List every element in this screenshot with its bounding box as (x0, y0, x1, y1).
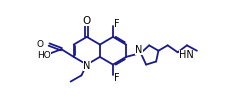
Text: N: N (135, 45, 142, 55)
Text: F: F (114, 73, 119, 83)
Text: HO: HO (37, 51, 50, 60)
Text: HN: HN (178, 50, 193, 60)
Text: O: O (82, 17, 91, 27)
Text: N: N (83, 61, 90, 71)
Text: O: O (36, 40, 43, 49)
Text: F: F (114, 19, 119, 29)
